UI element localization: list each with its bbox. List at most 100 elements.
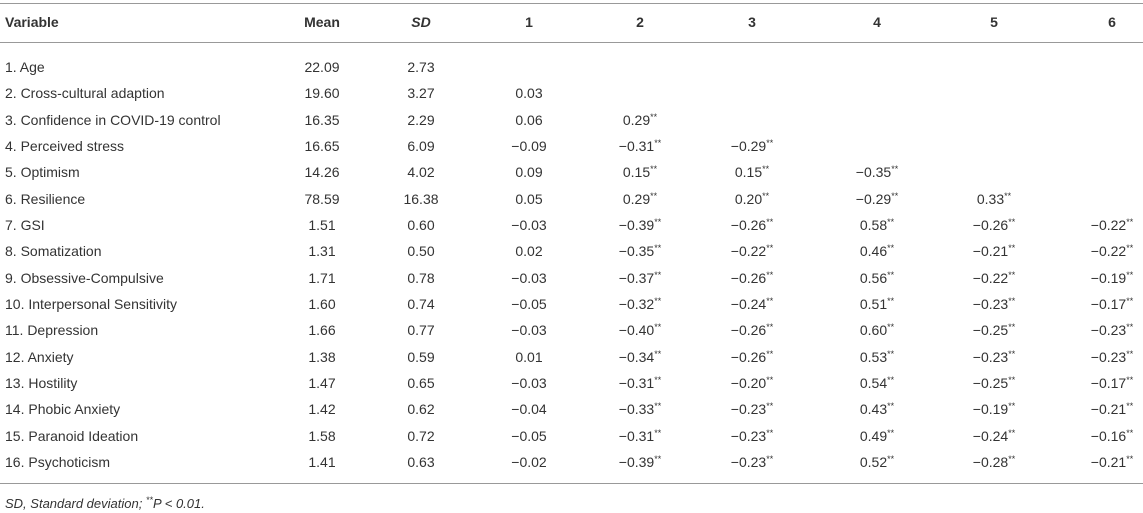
column-header: Variable <box>5 14 59 30</box>
table-cell: 0.46** <box>859 243 895 260</box>
table-cell: −0.17** <box>1090 374 1134 391</box>
table-cell: 0.65 <box>407 374 435 391</box>
table-cell: −0.23** <box>730 453 774 470</box>
table-cell: 1.60 <box>308 295 336 312</box>
row-label: 6. Resilience <box>5 190 86 207</box>
table-cell: −0.23** <box>1090 348 1134 365</box>
column-header: 5 <box>990 14 998 30</box>
column-header: 2 <box>636 14 644 30</box>
table-cell: −0.29** <box>730 137 774 154</box>
table-cell: −0.32** <box>618 295 662 312</box>
column-header: 3 <box>748 14 756 30</box>
table-cell: −0.26** <box>730 216 774 233</box>
header-rule <box>0 42 1143 43</box>
table-cell: 2.73 <box>407 59 435 75</box>
table-cell: −0.26** <box>730 348 774 365</box>
table-cell: −0.26** <box>730 269 774 286</box>
table-cell: −0.17** <box>1090 295 1134 312</box>
table-cell: 0.74 <box>407 295 435 312</box>
table-cell: −0.26** <box>972 216 1016 233</box>
table-cell: 0.29** <box>622 190 658 207</box>
table-cell: −0.16** <box>1090 427 1134 444</box>
table-cell: 1.66 <box>308 322 336 339</box>
table-cell: −0.23** <box>972 295 1016 312</box>
table-cell: 1.41 <box>308 453 336 470</box>
table-cell: −0.28** <box>972 453 1016 470</box>
row-label: 5. Optimism <box>5 164 80 181</box>
table-cell: 6.09 <box>407 137 435 154</box>
table-cell: 1.42 <box>308 401 336 418</box>
row-label: 9. Obsessive-Compulsive <box>5 269 164 286</box>
row-label: 14. Phobic Anxiety <box>5 401 121 418</box>
table-cell: 0.54** <box>859 374 895 391</box>
column-header: 4 <box>873 14 881 30</box>
table-cell: −0.25** <box>972 322 1016 339</box>
table-cell: −0.35** <box>618 243 662 260</box>
table-cell: 0.06 <box>515 111 543 128</box>
table-cell: 0.51** <box>859 295 895 312</box>
table-cell: −0.40** <box>618 322 662 339</box>
table-cell: −0.03 <box>511 374 547 391</box>
row-label: 8. Somatization <box>5 243 102 260</box>
table-cell: 0.15** <box>734 164 770 181</box>
table-cell: −0.21** <box>972 243 1016 260</box>
bottom-rule <box>0 483 1143 484</box>
row-label: 10. Interpersonal Sensitivity <box>5 295 177 312</box>
table-cell: −0.03 <box>511 216 547 233</box>
table-cell: 0.63 <box>407 453 435 470</box>
table-cell: −0.23** <box>730 427 774 444</box>
column-header: SD <box>411 14 431 30</box>
table-cell: −0.23** <box>1090 322 1134 339</box>
table-cell: −0.31** <box>618 137 662 154</box>
table-cell: −0.22** <box>1090 243 1134 260</box>
table-cell: −0.39** <box>618 216 662 233</box>
table-cell: −0.19** <box>972 401 1016 418</box>
table-cell: −0.26** <box>730 322 774 339</box>
table-cell: −0.31** <box>618 427 662 444</box>
table-cell: −0.22** <box>972 269 1016 286</box>
table-cell: −0.23** <box>730 401 774 418</box>
table-cell: −0.24** <box>972 427 1016 444</box>
column-header: Mean <box>304 14 340 30</box>
table-cell: −0.20** <box>730 374 774 391</box>
column-header: 1 <box>525 14 533 30</box>
table-cell: 0.33** <box>976 190 1012 207</box>
table-cell: −0.21** <box>1090 453 1134 470</box>
table-cell: 1.51 <box>308 216 336 233</box>
table-cell: −0.02 <box>511 453 547 470</box>
table-cell: 0.58** <box>859 216 895 233</box>
table-cell: 1.71 <box>308 269 336 286</box>
table-cell: −0.22** <box>730 243 774 260</box>
table-cell: 0.49** <box>859 427 895 444</box>
table-cell: 0.53** <box>859 348 895 365</box>
row-label: 15. Paranoid Ideation <box>5 427 139 444</box>
table-cell: 4.02 <box>407 164 435 181</box>
table-cell: −0.21** <box>1090 401 1134 418</box>
table-cell: −0.24** <box>730 295 774 312</box>
table-cell: 0.29** <box>622 111 658 128</box>
table-cell: 22.09 <box>304 59 340 75</box>
table-cell: 0.60 <box>407 216 435 233</box>
table-cell: −0.09 <box>511 137 547 154</box>
table-cell: −0.35** <box>855 164 899 181</box>
table-cell: 0.01 <box>515 348 543 365</box>
table-cell: 0.56** <box>859 269 895 286</box>
row-label: 11. Depression <box>5 322 99 339</box>
top-rule <box>0 3 1143 4</box>
row-label: 2. Cross-cultural adaption <box>5 85 165 102</box>
table-cell: 0.09 <box>515 164 543 181</box>
table-cell: −0.22** <box>1090 216 1134 233</box>
table-cell: 1.38 <box>308 348 336 365</box>
table-cell: −0.05 <box>511 295 547 312</box>
table-cell: 0.59 <box>407 348 435 365</box>
table-cell: 0.77 <box>407 322 435 339</box>
table-cell: 0.52** <box>859 453 895 470</box>
table-cell: −0.31** <box>618 374 662 391</box>
table-cell: 16.38 <box>403 190 439 207</box>
table-cell: 1.47 <box>308 374 336 391</box>
table-cell: 0.50 <box>407 243 435 260</box>
table-cell: 0.02 <box>515 243 543 260</box>
table-cell: −0.04 <box>511 401 547 418</box>
table-cell: 14.26 <box>304 164 340 181</box>
